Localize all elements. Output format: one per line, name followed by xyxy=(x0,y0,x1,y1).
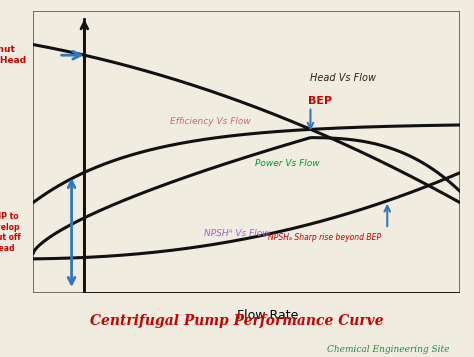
Text: Chemical Engineering Site: Chemical Engineering Site xyxy=(328,345,450,355)
Text: Efficiency Vs Flow: Efficiency Vs Flow xyxy=(170,116,250,126)
Text: Flow Rate: Flow Rate xyxy=(237,309,299,322)
Text: BHP to
develop
Shut off
Head: BHP to develop Shut off Head xyxy=(0,212,21,253)
Text: Head Vs Flow: Head Vs Flow xyxy=(310,73,376,83)
Text: Shut
Off Head: Shut Off Head xyxy=(0,45,26,65)
Text: NPSHₐ Sharp rise beyond BEP: NPSHₐ Sharp rise beyond BEP xyxy=(268,233,381,242)
Text: Power Vs Flow: Power Vs Flow xyxy=(255,159,319,168)
Text: NPSHᴬ Vs Flow: NPSHᴬ Vs Flow xyxy=(204,229,269,238)
Text: Centrifugal Pump Performance Curve: Centrifugal Pump Performance Curve xyxy=(90,314,384,328)
Text: BEP: BEP xyxy=(308,96,332,106)
